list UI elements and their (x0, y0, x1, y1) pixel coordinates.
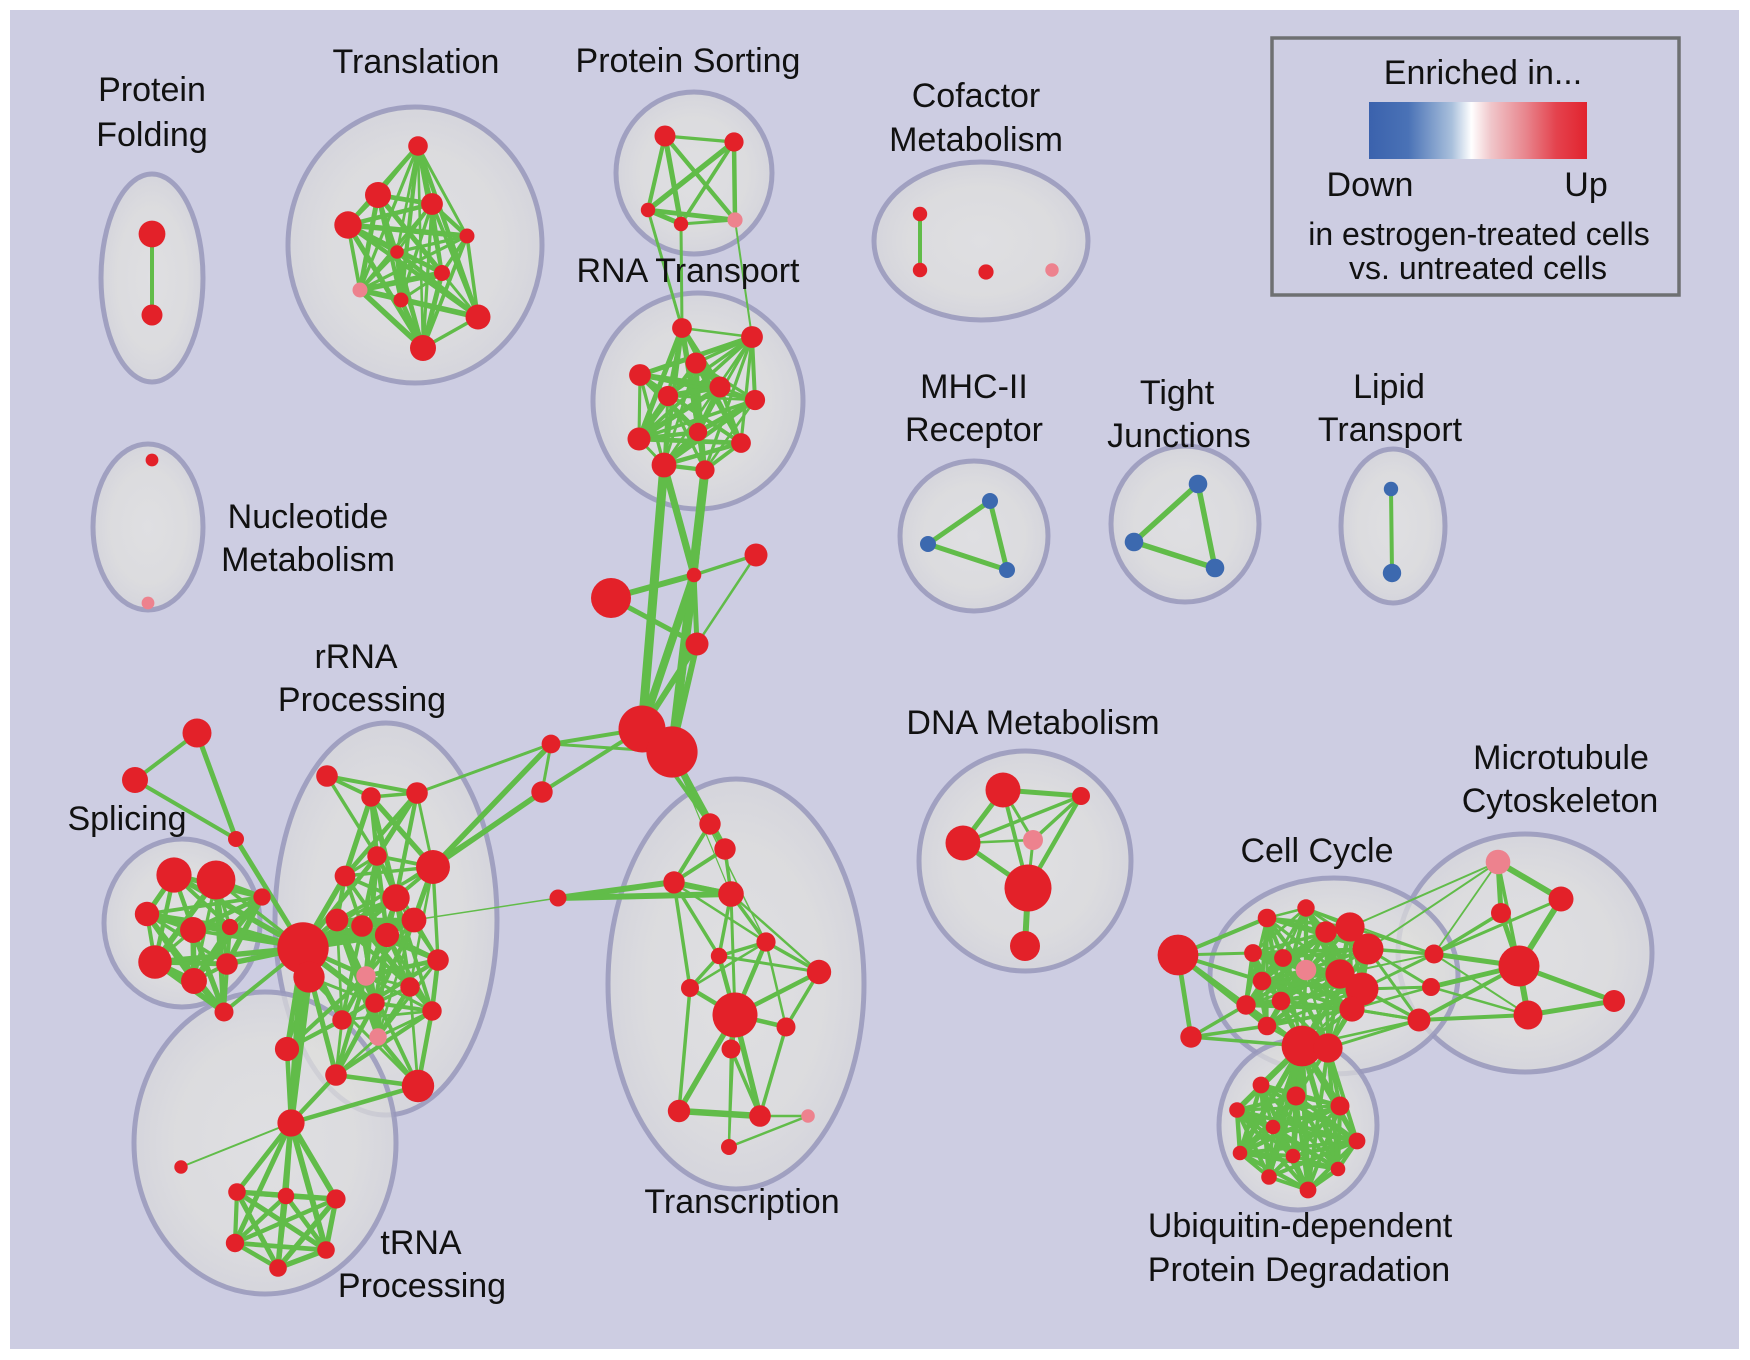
svg-text:MHC-II: MHC-II (920, 368, 1028, 406)
svg-text:Receptor: Receptor (905, 411, 1043, 449)
svg-text:Translation: Translation (333, 43, 500, 81)
svg-text:Cofactor: Cofactor (912, 77, 1041, 115)
svg-text:Nucleotide: Nucleotide (228, 498, 389, 536)
svg-text:Up: Up (1564, 166, 1607, 204)
svg-text:Cell Cycle: Cell Cycle (1240, 832, 1393, 870)
svg-text:Protein Sorting: Protein Sorting (576, 42, 801, 80)
svg-text:DNA Metabolism: DNA Metabolism (906, 704, 1159, 742)
svg-text:Enriched in...: Enriched in... (1384, 54, 1582, 92)
svg-text:Processing: Processing (338, 1267, 506, 1305)
svg-text:RNA Transport: RNA Transport (577, 252, 801, 290)
svg-text:Splicing: Splicing (67, 800, 186, 838)
svg-text:Metabolism: Metabolism (889, 121, 1063, 159)
svg-text:Down: Down (1327, 166, 1414, 204)
svg-text:Protein Degradation: Protein Degradation (1148, 1251, 1450, 1289)
svg-text:Cytoskeleton: Cytoskeleton (1462, 782, 1659, 820)
svg-text:tRNA: tRNA (380, 1224, 462, 1262)
svg-text:Processing: Processing (278, 681, 446, 719)
svg-text:Protein: Protein (98, 71, 206, 109)
svg-text:rRNA: rRNA (314, 638, 397, 676)
svg-text:Transport: Transport (1318, 411, 1463, 449)
svg-text:Ubiquitin-dependent: Ubiquitin-dependent (1148, 1207, 1453, 1245)
svg-text:Tight: Tight (1140, 374, 1215, 412)
svg-text:Lipid: Lipid (1353, 368, 1425, 406)
svg-text:Junctions: Junctions (1107, 417, 1251, 455)
svg-text:Metabolism: Metabolism (221, 541, 395, 579)
svg-text:in estrogen-treated cells: in estrogen-treated cells (1308, 216, 1650, 252)
svg-text:Folding: Folding (96, 116, 208, 154)
svg-text:Transcription: Transcription (644, 1183, 839, 1221)
svg-text:vs. untreated cells: vs. untreated cells (1349, 250, 1607, 286)
svg-text:Microtubule: Microtubule (1473, 739, 1649, 777)
